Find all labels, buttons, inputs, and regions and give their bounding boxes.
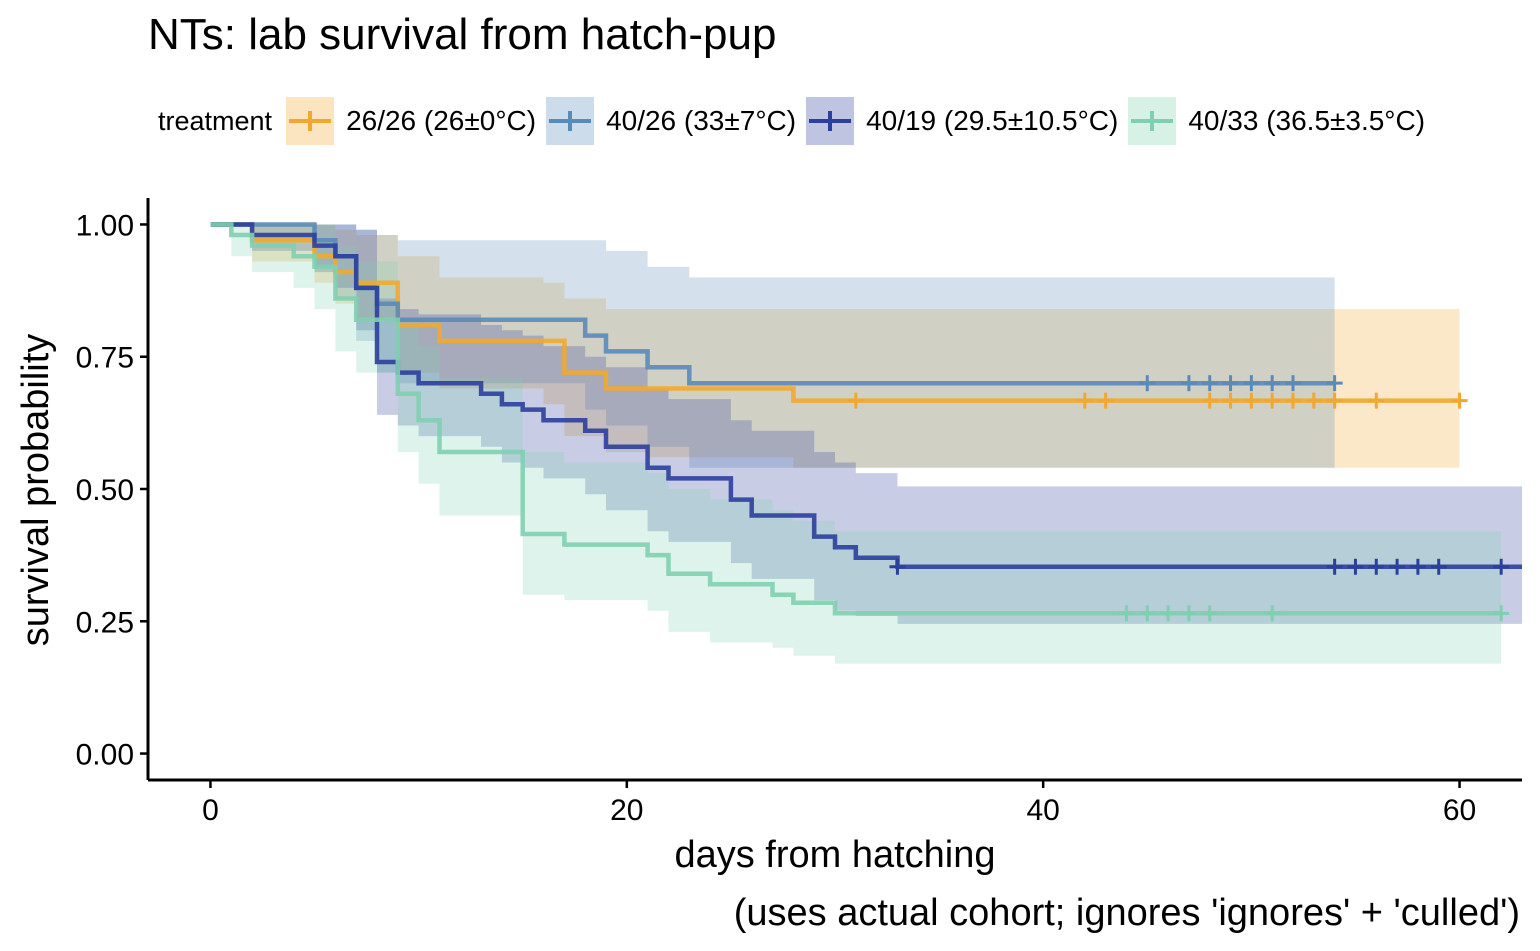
censor-mark-40-33-36-5-3-5-c xyxy=(1180,605,1197,622)
legend-item-40-33-36-5-3-5-c: 40/33 (36.5±3.5°C) xyxy=(1128,97,1425,145)
x-tick-label: 60 xyxy=(1443,794,1476,827)
ci-band-26-26-26-0-c xyxy=(210,224,1460,468)
ci-band-40-33-36-5-3-5-c xyxy=(210,224,1502,664)
censor-mark-40-33-36-5-3-5-c xyxy=(1118,605,1135,622)
censor-mark-40-26-33-7-c xyxy=(1264,375,1281,392)
censor-mark-40-33-36-5-3-5-c xyxy=(1264,605,1281,622)
y-tick-label: 0.75 xyxy=(76,342,134,375)
censor-mark-40-33-36-5-3-5-c xyxy=(1160,605,1177,622)
legend-label: 26/26 (26±0°C) xyxy=(346,105,537,136)
censor-mark-40-26-33-7-c xyxy=(1243,375,1260,392)
legend-item-40-26-33-7-c: 40/26 (33±7°C) xyxy=(546,97,796,145)
legend-item-26-26-26-0-c: 26/26 (26±0°C) xyxy=(286,97,536,145)
censor-mark-40-19-29-5-10-5-c xyxy=(1430,558,1447,575)
legend-key-censor xyxy=(1150,111,1155,131)
censor-mark-26-26-26-0-c xyxy=(1305,392,1322,409)
censor-mark-40-33-36-5-3-5-c xyxy=(1139,605,1156,622)
y-tick-label: 0.50 xyxy=(76,474,134,507)
axes: 0.00 0.25 0.50 0.75 1.00 0 20 40 60 xyxy=(76,198,1522,827)
y-tick-label: 0.00 xyxy=(76,739,134,772)
x-tick-label: 40 xyxy=(1026,794,1059,827)
censor-mark-26-26-26-0-c xyxy=(1201,392,1218,409)
censor-mark-40-33-36-5-3-5-c xyxy=(1201,605,1218,622)
censor-mark-40-26-33-7-c xyxy=(1201,375,1218,392)
censor-mark-26-26-26-0-c xyxy=(1076,392,1093,409)
censor-mark-26-26-26-0-c xyxy=(1222,392,1239,409)
legend-key xyxy=(546,97,595,145)
confidence-bands xyxy=(210,224,1522,664)
censor-mark-40-19-29-5-10-5-c xyxy=(889,558,906,575)
censor-mark-40-19-29-5-10-5-c xyxy=(1326,558,1343,575)
censor-marks xyxy=(847,375,1510,622)
x-tick-label: 0 xyxy=(202,794,219,827)
survival-line-40-26-33-7-c xyxy=(210,222,1335,386)
censor-mark-26-26-26-0-c xyxy=(1368,392,1385,409)
censor-mark-40-19-29-5-10-5-c xyxy=(1493,558,1510,575)
ci-band-40-19-29-5-10-5-c xyxy=(210,224,1522,624)
legend-label: 40/33 (36.5±3.5°C) xyxy=(1188,105,1426,136)
legend-label: 40/19 (29.5±10.5°C) xyxy=(866,105,1119,136)
censor-mark-40-33-36-5-3-5-c xyxy=(1493,605,1510,622)
legend-key-censor xyxy=(308,111,313,131)
ci-band-40-26-33-7-c xyxy=(210,224,1335,468)
censor-mark-40-26-33-7-c xyxy=(1180,375,1197,392)
x-tick-label: 20 xyxy=(610,794,643,827)
chart-title: NTs: lab survival from hatch-pup xyxy=(148,10,777,59)
censor-mark-40-19-29-5-10-5-c xyxy=(1368,558,1385,575)
censor-mark-40-19-29-5-10-5-c xyxy=(1389,558,1406,575)
censor-mark-40-26-33-7-c xyxy=(1285,375,1301,392)
censor-mark-26-26-26-0-c xyxy=(1243,392,1260,409)
survival-line-40-19-29-5-10-5-c xyxy=(210,222,1522,570)
censor-mark-26-26-26-0-c xyxy=(847,392,864,409)
censor-mark-40-19-29-5-10-5-c xyxy=(1409,558,1426,575)
y-tick-label: 1.00 xyxy=(76,209,134,242)
legend-key xyxy=(806,97,855,145)
censor-mark-26-26-26-0-c xyxy=(1451,392,1468,409)
legend-label: 40/26 (33±7°C) xyxy=(606,105,797,136)
y-tick-label: 0.25 xyxy=(76,606,134,639)
censor-mark-40-26-33-7-c xyxy=(1139,375,1156,392)
legend-title: treatment xyxy=(158,105,273,136)
legend-key xyxy=(286,97,335,145)
survival-line-26-26-26-0-c xyxy=(210,222,1460,403)
legend-items: 26/26 (26±0°C) 40/26 (33±7°C) 40/19 (29.5±… xyxy=(286,97,1435,145)
survival-curves xyxy=(210,222,1522,616)
y-axis-title: survival probability xyxy=(15,334,57,647)
legend-key xyxy=(1128,97,1177,145)
legend-key-censor xyxy=(568,111,573,131)
censor-mark-26-26-26-0-c xyxy=(1264,392,1281,409)
survival-line-40-33-36-5-3-5-c xyxy=(210,222,1502,616)
censor-mark-26-26-26-0-c xyxy=(1285,392,1301,409)
legend: treatment 26/26 (26±0°C) 40/26 (33±7°C) 40… xyxy=(158,96,1435,146)
x-axis-title: days from hatching xyxy=(674,834,995,876)
censor-mark-26-26-26-0-c xyxy=(1097,392,1114,409)
legend-key-censor xyxy=(828,111,833,131)
censor-mark-26-26-26-0-c xyxy=(1326,392,1343,409)
x-axis-caption: (uses actual cohort; ignores 'ignores' +… xyxy=(734,892,1520,934)
censor-mark-40-19-29-5-10-5-c xyxy=(1347,558,1364,575)
censor-mark-40-26-33-7-c xyxy=(1326,375,1343,392)
censor-mark-40-26-33-7-c xyxy=(1222,375,1239,392)
legend-item-40-19-29-5-10-5-c: 40/19 (29.5±10.5°C) xyxy=(806,97,1118,145)
